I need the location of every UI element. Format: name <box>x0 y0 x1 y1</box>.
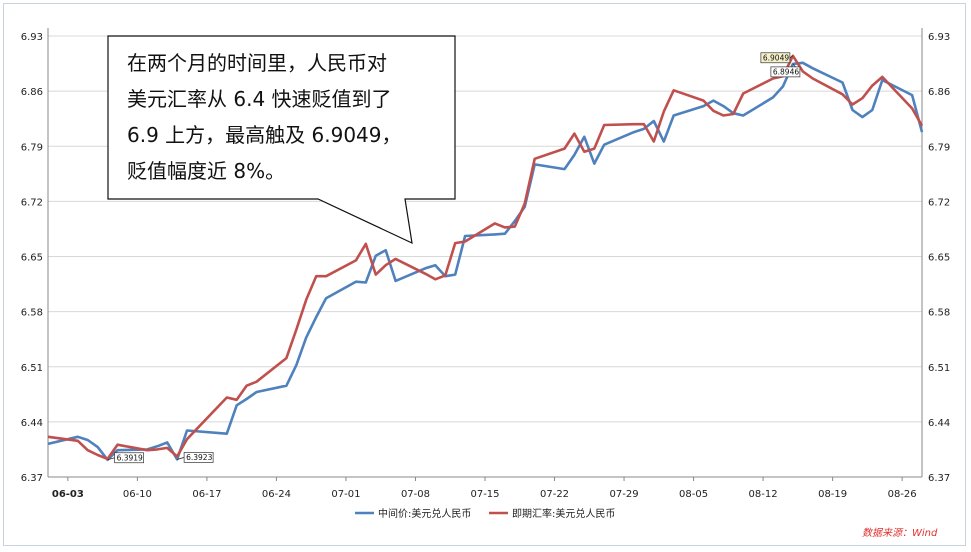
source-note: 数据来源：Wind <box>862 527 938 539</box>
x-tick-06-10: 06-10 <box>123 489 152 500</box>
annotation-label-6.3919: 6.3919 <box>117 453 143 462</box>
x-tick-07-15: 07-15 <box>470 489 499 500</box>
annotation-6.8946: 6.8946 <box>770 63 801 78</box>
callout-line-4: 贬值幅度近 8%。 <box>127 159 285 183</box>
y-tick-left-6.51: 6.51 <box>21 363 43 374</box>
y-tick-right-6.44: 6.44 <box>928 418 950 429</box>
callout-line-2: 美元汇率从 6.4 快速贬值到了 <box>127 87 392 111</box>
y-tick-left-6.72: 6.72 <box>21 197 43 208</box>
legend-label-series-1: 中间价:美元兑人民币 <box>378 507 471 520</box>
y-tick-right-6.72: 6.72 <box>928 197 950 208</box>
annotation-6.3919: 6.3919 <box>107 452 144 464</box>
x-tick-07-29: 07-29 <box>610 489 639 500</box>
y-axis-right-ticks: 6.93 6.86 6.79 6.72 6.65 6.58 6.51 6.44 6.37 <box>928 32 950 484</box>
callout-box: 在两个月的时间里，人民币对 美元汇率从 6.4 快速贬值到了 6.9 上方，最高… <box>107 35 456 245</box>
x-tick-08-05: 08-05 <box>679 489 708 500</box>
y-tick-left-6.44: 6.44 <box>21 418 43 429</box>
y-tick-left-6.93: 6.93 <box>21 32 43 43</box>
callout-line-3: 6.9 上方，最高触及 6.9049， <box>127 123 402 147</box>
callout-line-1: 在两个月的时间里，人民币对 <box>127 51 387 75</box>
x-tick-08-26: 08-26 <box>888 489 917 500</box>
x-axis-ticks: 06-03 06-10 06-17 06-24 07-01 07-08 07-15 07-22… <box>52 477 917 500</box>
x-tick-07-01: 07-01 <box>331 489 360 500</box>
x-tick-07-22: 07-22 <box>540 489 569 500</box>
y-tick-left-6.79: 6.79 <box>21 142 43 153</box>
x-tick-06-24: 06-24 <box>262 489 291 500</box>
y-tick-right-6.37: 6.37 <box>928 473 950 484</box>
annotation-label-6.9049: 6.9049 <box>763 53 789 62</box>
y-tick-left-6.65: 6.65 <box>21 253 43 264</box>
annotation-6.9049: 6.9049 <box>760 52 794 64</box>
y-tick-left-6.37: 6.37 <box>21 473 43 484</box>
y-tick-left-6.86: 6.86 <box>21 87 43 98</box>
legend-label-series-2: 即期汇率:美元兑人民币 <box>512 507 615 520</box>
point-annotations: 6.3919 6.3923 6.9049 6.8946 <box>107 52 801 464</box>
x-tick-08-12: 08-12 <box>749 489 778 500</box>
annotation-6.3923: 6.3923 <box>177 452 214 463</box>
y-tick-left-6.58: 6.58 <box>21 308 43 319</box>
y-axis-left-ticks: 6.93 6.86 6.79 6.72 6.65 6.58 6.51 6.44 6.37 <box>21 32 43 484</box>
chart-frame <box>3 3 966 546</box>
y-tick-right-6.58: 6.58 <box>928 308 950 319</box>
x-tick-06-17: 06-17 <box>192 489 221 500</box>
y-tick-right-6.93: 6.93 <box>928 32 950 43</box>
legend: 中间价:美元兑人民币 即期汇率:美元兑人民币 <box>355 507 615 520</box>
x-tick-08-19: 08-19 <box>818 489 847 500</box>
y-tick-right-6.51: 6.51 <box>928 363 950 374</box>
y-tick-right-6.86: 6.86 <box>928 87 950 98</box>
grid-lines <box>48 35 922 423</box>
y-tick-right-6.79: 6.79 <box>928 142 950 153</box>
annotation-label-6.3923: 6.3923 <box>186 453 212 462</box>
annotation-label-6.8946: 6.8946 <box>773 67 799 76</box>
x-tick-07-08: 07-08 <box>401 489 430 500</box>
y-tick-right-6.65: 6.65 <box>928 253 950 264</box>
x-tick-06-03: 06-03 <box>52 489 84 500</box>
